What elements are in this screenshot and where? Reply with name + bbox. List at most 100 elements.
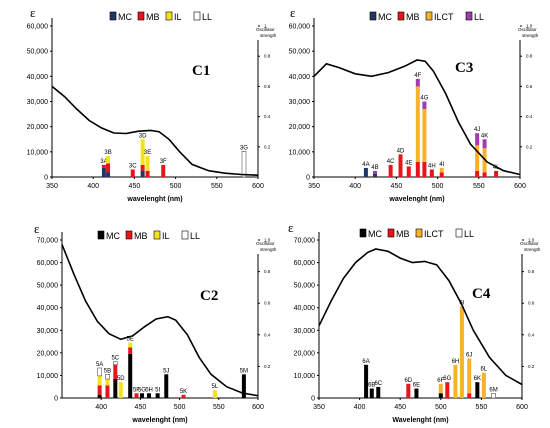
y-axis-label: ε bbox=[30, 5, 36, 20]
osc-tick-label: 0.8 bbox=[526, 54, 533, 59]
bar-segment-LL bbox=[113, 361, 118, 366]
osc-tick-label: 0.8 bbox=[264, 54, 271, 59]
x-tick-label: 450 bbox=[394, 404, 406, 411]
bar-label: 5I bbox=[155, 387, 160, 393]
osc-tick-label: 0.2 bbox=[526, 144, 533, 149]
bar-6I: 6I bbox=[459, 300, 465, 398]
osc-tick-label: 0.6 bbox=[264, 84, 271, 89]
bar-segment-MB bbox=[101, 164, 106, 168]
y-tick-label: 30,000 bbox=[37, 328, 59, 335]
bar-segment-MB bbox=[145, 170, 150, 177]
bar-3G: 3G bbox=[240, 145, 248, 178]
bar-segment-MB bbox=[181, 394, 186, 398]
osc-tick-label: 0.6 bbox=[264, 301, 271, 306]
bar-3D: 3D bbox=[139, 133, 147, 177]
bar-label: 3E bbox=[144, 150, 151, 156]
bar-label: 3C bbox=[129, 163, 137, 169]
bar-segment-MB bbox=[140, 164, 145, 171]
bar-segment-MC bbox=[155, 393, 160, 398]
bar-label: 4L bbox=[493, 165, 500, 171]
absorption-spectrum-line bbox=[51, 85, 259, 176]
bar-segment-IL bbox=[128, 342, 133, 348]
bar-4K: 4K bbox=[481, 133, 488, 177]
osc-tick-label: 1.0 bbox=[264, 238, 271, 243]
y-tick-label: 30,000 bbox=[289, 99, 311, 106]
chart-panel-c1: 0 10,000 20,000 30,000 40,000 50,000 60,000 350… bbox=[27, 5, 277, 203]
y-tick-label: 40,000 bbox=[294, 305, 316, 312]
bar-segment-MB bbox=[445, 382, 450, 398]
bar-label: 6C bbox=[374, 381, 382, 387]
bar-segment-MB bbox=[482, 172, 487, 177]
bar-segment-MC bbox=[140, 170, 145, 177]
legend-label: MC bbox=[368, 229, 382, 239]
bar-5B: 5B bbox=[104, 368, 111, 398]
y-tick-label: 50,000 bbox=[37, 283, 59, 290]
bar-segment-MB bbox=[128, 347, 133, 354]
bar-segment-MC bbox=[139, 393, 144, 398]
bar-5I: 5I bbox=[155, 387, 160, 398]
y-tick-label: 0 bbox=[311, 396, 315, 403]
bar-label: 5B bbox=[104, 368, 111, 374]
bar-label: 6D bbox=[404, 378, 412, 384]
oscillator-label: Oscillator bbox=[256, 241, 275, 246]
x-tick-label: 500 bbox=[170, 183, 182, 190]
y-axis-label: ε bbox=[288, 220, 294, 235]
bar-4G: 4G bbox=[420, 96, 429, 177]
x-tick-label: 550 bbox=[476, 404, 488, 411]
bar-segment-MC bbox=[414, 388, 419, 398]
bar-4D: 4D bbox=[397, 148, 405, 177]
bar-label: 4A bbox=[362, 162, 369, 168]
bar-label: 5G bbox=[138, 387, 146, 393]
bar-segment-LL bbox=[491, 393, 496, 399]
osc-tick-label: 0.4 bbox=[526, 114, 533, 119]
bar-segment-MC bbox=[241, 374, 246, 398]
x-tick-label: 550 bbox=[213, 404, 225, 411]
x-tick-label: 550 bbox=[211, 183, 223, 190]
bar-label: 3D bbox=[139, 133, 147, 139]
legend-swatch bbox=[193, 11, 201, 21]
x-tick-label: 450 bbox=[129, 183, 141, 190]
bar-label: 5C bbox=[111, 356, 119, 362]
bar-label: 5E bbox=[127, 337, 134, 343]
absorption-spectrum-line bbox=[318, 248, 523, 386]
bar-4B: 4B bbox=[371, 165, 379, 177]
bar-label: 5F bbox=[133, 387, 140, 393]
oscillator-label: strength bbox=[260, 33, 277, 38]
bar-6F: 6F bbox=[437, 378, 445, 398]
bar-segment-IL bbox=[140, 139, 145, 165]
chart-panel-c2: 0 10,000 20,000 30,000 40,000 50,000 60,000 70,… bbox=[34, 221, 277, 424]
bar-segment-LL bbox=[97, 367, 102, 377]
bar-segment-MC bbox=[475, 382, 480, 398]
bar-segment-MB bbox=[422, 161, 427, 177]
bar-segment-MC bbox=[376, 386, 381, 398]
absorption-spectrum-line bbox=[61, 244, 259, 397]
bar-segment-IL bbox=[106, 155, 111, 164]
y-tick-label: 0 bbox=[54, 396, 58, 403]
y-tick-label: 20,000 bbox=[27, 124, 49, 131]
bar-segment-MC bbox=[369, 388, 374, 398]
x-tick-label: 500 bbox=[432, 183, 444, 190]
legend-label: MB bbox=[134, 231, 148, 241]
y-tick-label: 40,000 bbox=[37, 305, 59, 312]
oscillator-label: Oscillator bbox=[518, 27, 537, 32]
bar-label: 5A bbox=[96, 362, 103, 368]
bar-6C: 6C bbox=[374, 381, 383, 398]
bar-5A: 5A bbox=[96, 362, 103, 398]
bar-5F: 5F bbox=[133, 387, 140, 398]
legend-swatch bbox=[387, 228, 395, 238]
osc-tick-label: 0.4 bbox=[264, 114, 271, 119]
oscillator-label: strength bbox=[524, 247, 541, 252]
legend-label: LL bbox=[202, 12, 212, 22]
x-tick-label: 500 bbox=[435, 404, 447, 411]
bar-label: 4G bbox=[420, 96, 428, 102]
bar-segment-MC bbox=[128, 353, 133, 398]
x-axis-label: wavelenght (nm) bbox=[131, 417, 187, 424]
bar-label: 6M bbox=[489, 387, 497, 393]
x-tick-label: 350 bbox=[46, 183, 58, 190]
chart-title: C4 bbox=[472, 286, 491, 302]
bar-segment-ILCT bbox=[439, 167, 444, 173]
y-tick-label: 10,000 bbox=[289, 149, 311, 156]
bar-6H: 6H bbox=[452, 359, 459, 398]
x-tick-label: 400 bbox=[95, 404, 107, 411]
